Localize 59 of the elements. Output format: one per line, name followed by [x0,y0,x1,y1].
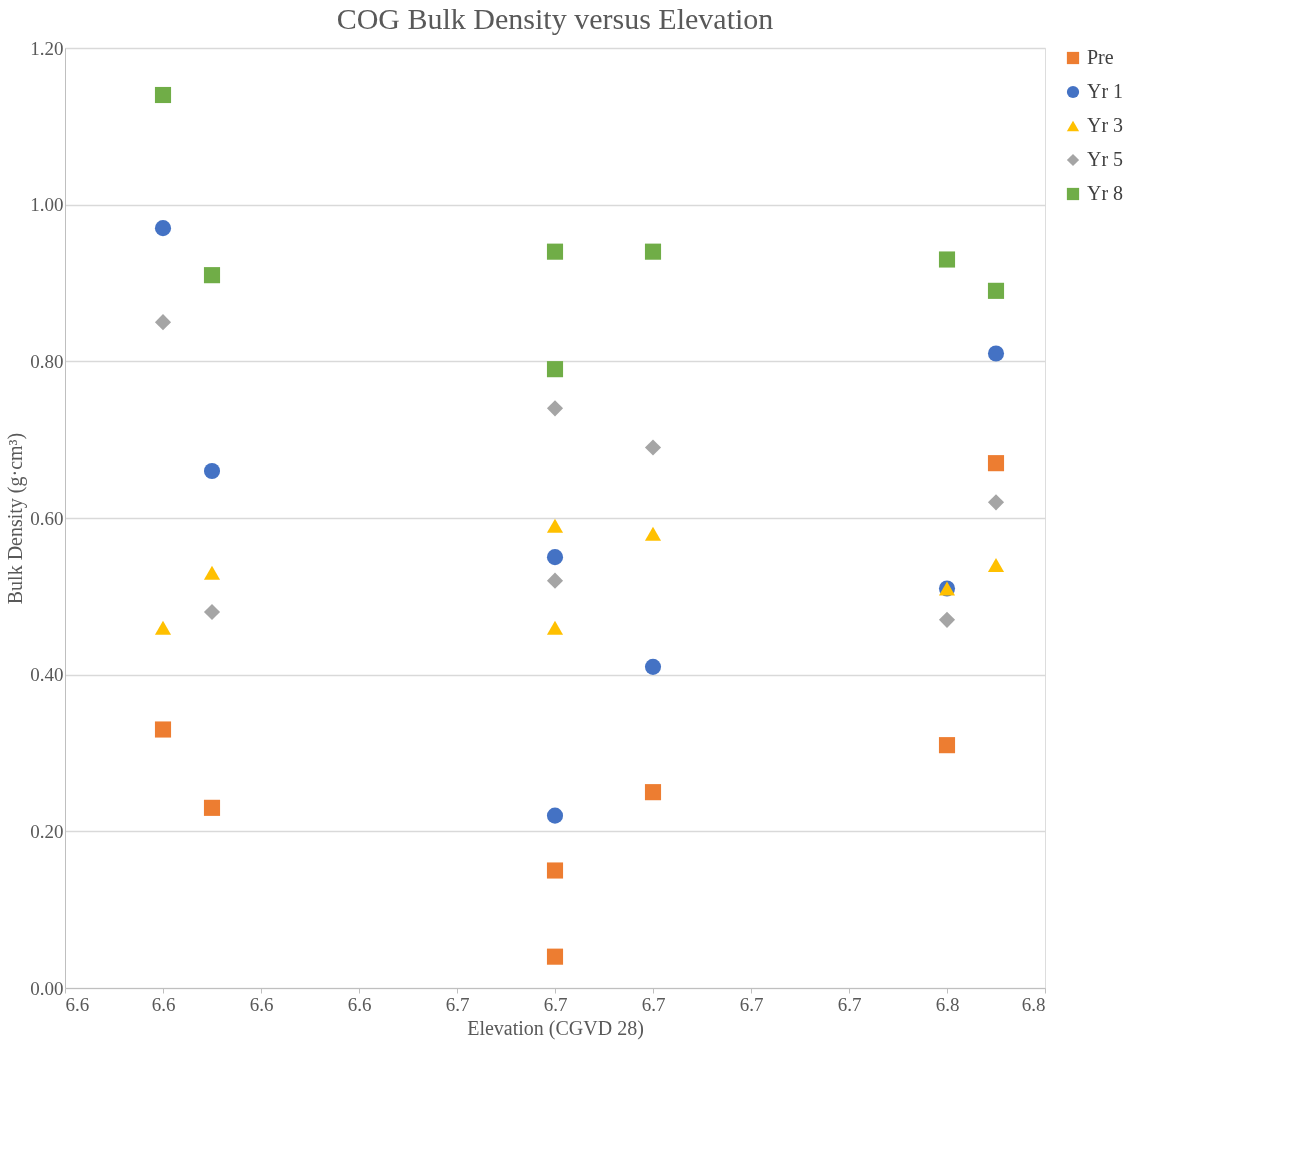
x-tick-label: 6.7 [543,993,568,1015]
point [546,572,564,589]
point [546,243,564,260]
point [546,948,564,965]
x-tick-label: 6.6 [347,993,372,1015]
x-tick-label: 6.7 [445,993,470,1015]
point [154,220,172,237]
x-tick-label: 6.8 [935,993,960,1015]
y-tick-label: 1.20 [30,37,64,59]
point [987,455,1005,472]
legend-label: Yr 1 [1087,80,1124,102]
point [546,807,564,824]
x-tick-label: 6.7 [739,993,764,1015]
chart-title: COG Bulk Density versus Elevation [336,2,774,35]
point [203,462,221,480]
point [987,282,1005,299]
point [546,361,564,378]
point [546,620,564,635]
x-axis-title: Elevation (CGVD 28) [467,1016,644,1040]
point [154,620,172,635]
point [546,518,564,533]
y-tick-label: 0.20 [30,820,64,842]
x-tick-label: 6.6 [249,993,274,1015]
point [203,267,221,284]
point [987,558,1005,572]
legend-label: Yr 5 [1087,148,1124,170]
x-tick-label: 6.7 [837,993,862,1015]
point [938,251,956,268]
x-tick-label: 6.6 [65,993,90,1015]
x-tick-label: 6.8 [1021,993,1046,1015]
legend-label: Pre [1087,46,1114,68]
y-axis-title: Bulk Density (g·cm³) [4,432,28,605]
point [987,345,1005,362]
point [644,439,662,456]
legend-label: Yr 3 [1087,114,1124,136]
point [987,494,1005,511]
point [154,314,172,331]
point [203,603,221,621]
point [644,658,662,675]
point [546,862,564,879]
point [644,526,662,541]
y-tick-label: 0.00 [30,977,64,999]
point [546,549,564,566]
y-tick-label: 1.00 [30,194,64,216]
y-tick-label: 0.60 [30,507,64,529]
point [938,737,956,754]
legend-label: Yr 8 [1087,182,1124,204]
point [154,721,172,738]
y-tick-label: 0.80 [30,350,64,372]
x-tick-label: 6.7 [641,993,666,1015]
y-tick-label: 0.40 [30,664,64,686]
point [938,611,956,628]
point [644,243,662,260]
point [154,86,172,104]
point [203,799,221,816]
point [644,784,662,801]
point [546,400,564,417]
point [203,565,221,580]
x-tick-label: 6.6 [151,993,176,1015]
